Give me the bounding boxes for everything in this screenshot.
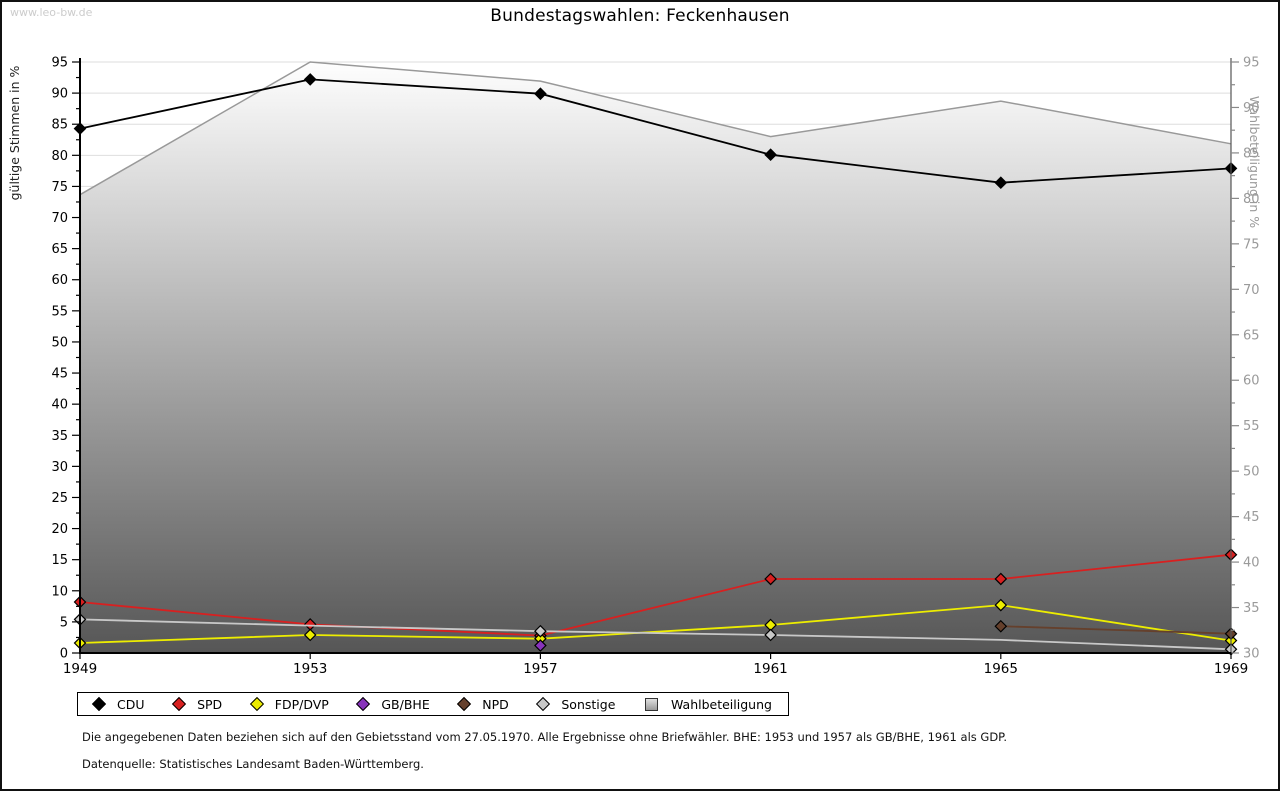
legend-label-sonstige: Sonstige — [561, 696, 616, 712]
data-point-npd-1965 — [994, 619, 1008, 633]
axis-tick-label: 75 — [51, 180, 68, 195]
series-line-sonstige — [79, 618, 1232, 651]
axis-tick-label: 20 — [51, 522, 68, 537]
legend: CDU SPD FDP/DVP GB/BHE NPD Sonstige Wahlbeteil… — [77, 692, 789, 716]
watermark-link: www.leo-bw.de — [10, 6, 93, 19]
legend-item-wahlbeteiligung: Wahlbeteiligung — [644, 696, 772, 712]
data-point-cdu-1957 — [534, 87, 547, 101]
right-axis-title: Wahlbeteiligung in % — [1247, 95, 1262, 229]
axis-tick-label: 25 — [51, 491, 68, 506]
axis-tick-label: 90 — [51, 87, 68, 102]
data-point-cdu-1961 — [764, 148, 777, 162]
axis-tick-label: 80 — [51, 149, 68, 164]
legend-item-spd: SPD — [172, 696, 223, 712]
series-area-wahlbeteiligung — [80, 62, 1231, 653]
spd-legend-marker-icon — [172, 696, 187, 712]
axis-tick-label: 1965 — [984, 661, 1018, 677]
data-point-cdu-1965 — [994, 176, 1008, 190]
legend-label-cdu: CDU — [117, 696, 145, 712]
legend-item-gb-bhe: GB/BHE — [356, 696, 430, 712]
legend-label-npd: NPD — [482, 696, 509, 712]
footnote-gebietsstand: Die angegebenen Daten beziehen sich auf … — [82, 730, 1007, 744]
axis-tick-label: 50 — [1243, 465, 1260, 480]
legend-item-cdu: CDU — [91, 696, 145, 712]
left-axis-title: gültige Stimmen in % — [7, 65, 22, 201]
axis-tick-label: 65 — [1243, 328, 1260, 343]
axis-tick-label: 55 — [1243, 419, 1260, 434]
legend-label-spd: SPD — [197, 696, 223, 712]
legend-item-fdp-dvp: FDP/DVP — [249, 696, 329, 712]
axis-tick-label: 30 — [1243, 647, 1260, 662]
data-point-spd-1965 — [994, 572, 1008, 586]
chart-title: Bundestagswahlen: Feckenhausen — [490, 6, 790, 26]
axis-tick-label: 30 — [51, 460, 68, 475]
axis-tick-label: 0 — [60, 647, 68, 662]
axis-tick-label: 40 — [1243, 556, 1260, 571]
axis-tick-label: 45 — [1243, 510, 1260, 525]
data-point-sonstige-1961 — [764, 628, 777, 642]
axis-tick-label: 1969 — [1214, 661, 1248, 677]
legend-label-gb-bhe: GB/BHE — [381, 696, 430, 712]
axis-tick-label: 85 — [1243, 146, 1260, 161]
axis-tick-label: 1957 — [523, 661, 557, 677]
footnotes: Die angegebenen Daten beziehen sich auf … — [82, 730, 1007, 784]
npd-legend-marker-icon — [457, 696, 472, 712]
data-point-spd-1961 — [764, 572, 777, 586]
fdp-dvp-legend-marker-icon — [249, 696, 264, 712]
axis-tick-label: 35 — [1243, 601, 1260, 616]
axis-tick-label: 15 — [51, 553, 68, 568]
data-point-cdu-1953 — [303, 73, 317, 86]
legend-label-wahlbeteiligung: Wahlbeteiligung — [670, 696, 772, 712]
sonstige-legend-marker-icon — [536, 696, 551, 712]
data-point-fdp-dvp-1953 — [303, 628, 317, 642]
series-line-spd — [79, 553, 1232, 637]
axis-tick-label: 70 — [1243, 283, 1260, 298]
data-point-sonstige-1957 — [534, 624, 547, 638]
legend-item-sonstige: Sonstige — [536, 696, 616, 712]
axis-tick-label: 95 — [51, 56, 68, 71]
axis-tick-label: 1949 — [63, 661, 97, 677]
axis-tick-label: 40 — [51, 398, 68, 413]
axis-tick-label: 35 — [51, 429, 68, 444]
data-point-gb-bhe-1957 — [534, 639, 547, 652]
series-line-npd — [1000, 625, 1232, 635]
series-area-edge-wahlbeteiligung — [79, 61, 1232, 196]
axis-tick-label: 90 — [1243, 101, 1260, 116]
series-line-cdu — [79, 78, 1232, 184]
axis-tick-label: 55 — [51, 304, 68, 319]
axis-tick-label: 65 — [51, 242, 68, 257]
axis-tick-label: 75 — [1243, 237, 1260, 252]
footnote-datenquelle: Datenquelle: Statistisches Landesamt Bad… — [82, 757, 424, 771]
axis-tick-label: 70 — [51, 211, 68, 226]
axis-tick-label: 80 — [1243, 192, 1260, 207]
axis-tick-label: 1961 — [753, 661, 787, 677]
axis-tick-label: 50 — [51, 335, 68, 350]
legend-item-npd: NPD — [457, 696, 509, 712]
axis-tick-label: 85 — [51, 118, 68, 133]
data-point-fdp-dvp-1965 — [994, 598, 1008, 612]
wahlbeteiligung-legend-marker-icon — [644, 697, 658, 711]
cdu-legend-marker-icon — [91, 696, 107, 712]
series-line-fdp-dvp — [79, 604, 1232, 644]
axis-tick-label: 60 — [51, 273, 68, 288]
axis-tick-label: 10 — [51, 584, 68, 599]
axis-tick-label: 95 — [1243, 56, 1260, 71]
legend-label-fdp-dvp: FDP/DVP — [274, 696, 329, 712]
axis-tick-label: 60 — [1243, 374, 1260, 389]
axis-tick-label: 1953 — [293, 661, 327, 677]
gb-bhe-legend-marker-icon — [356, 696, 371, 712]
axis-tick-label: 45 — [51, 367, 68, 382]
axis-tick-label: 5 — [60, 615, 68, 630]
